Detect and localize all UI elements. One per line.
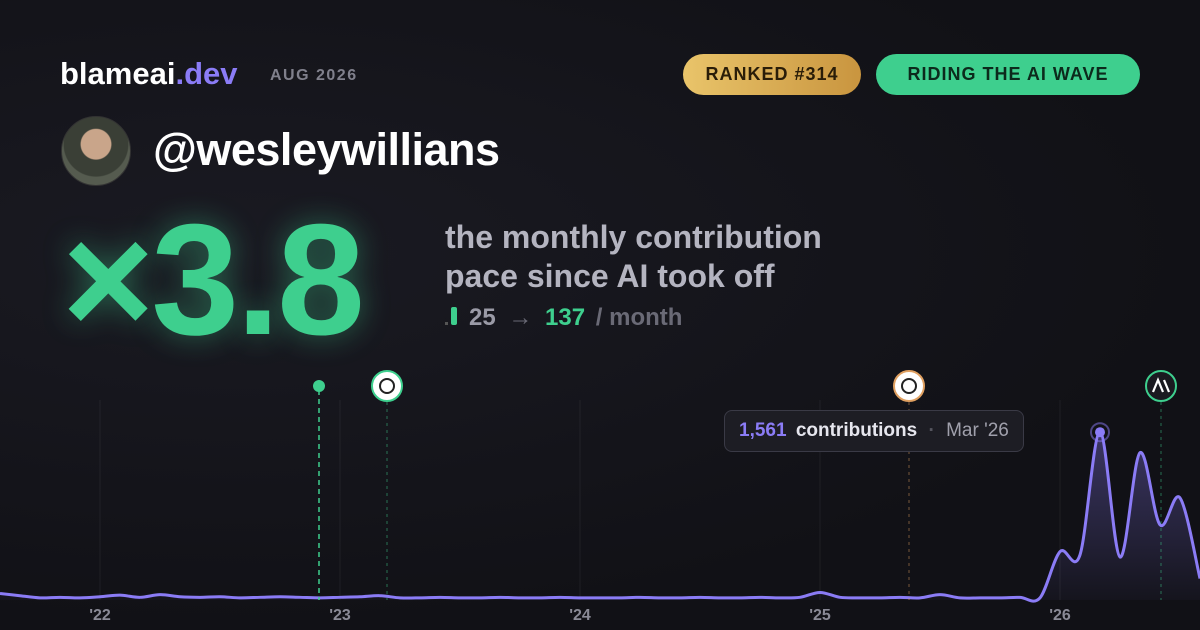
description: the monthly contribution pace since AI t… [445, 218, 822, 296]
avatar [61, 116, 131, 186]
peak-ring [1090, 422, 1110, 443]
event-icon-glyph [1151, 377, 1171, 393]
peak-dot [1095, 427, 1105, 438]
x-tick-label: '25 [809, 607, 831, 624]
tooltip-value: 1,561 [739, 420, 787, 441]
event-icon-glyph [901, 378, 917, 394]
event-icon [371, 370, 403, 402]
event-dot [313, 380, 325, 392]
description-line: the monthly contribution [445, 219, 822, 255]
x-tick-label: '26 [1049, 607, 1071, 624]
tooltip: 1,561 contributions · Mar '26 [724, 410, 1024, 452]
pace-from: 25 [469, 304, 496, 331]
tooltip-unit: contributions [795, 420, 918, 441]
area-line [0, 430, 1200, 603]
pace-arrow: → [508, 304, 533, 331]
x-tick-label: '23 [329, 607, 351, 624]
brand-suffix: .dev [175, 56, 238, 91]
handle: @wesleywillians [153, 124, 500, 175]
tooltip-date: Mar '26 [946, 420, 1009, 441]
pace-to: 137 [545, 304, 586, 331]
brand-name: blameai [60, 56, 176, 91]
pace-unit: / month [595, 304, 683, 331]
pace: 25 → 137 / month [445, 304, 682, 332]
brand: blameai.dev [60, 56, 237, 92]
spark-low [445, 322, 448, 325]
event-icon-glyph [379, 378, 395, 394]
tooltip-sep: · [928, 420, 935, 441]
date: AUG 2026 [270, 67, 358, 84]
area-fill [0, 432, 1200, 602]
spark-high [451, 307, 457, 325]
x-tick-label: '22 [89, 607, 111, 624]
event-icon [893, 370, 925, 402]
wave-badge: RIDING THE AI WAVE [876, 54, 1140, 95]
description-line: pace since AI took off [445, 258, 775, 294]
x-tick-label: '24 [569, 607, 591, 624]
rank-badge: RANKED #314 [683, 54, 861, 95]
multiplier: ×3.8 [62, 192, 365, 368]
